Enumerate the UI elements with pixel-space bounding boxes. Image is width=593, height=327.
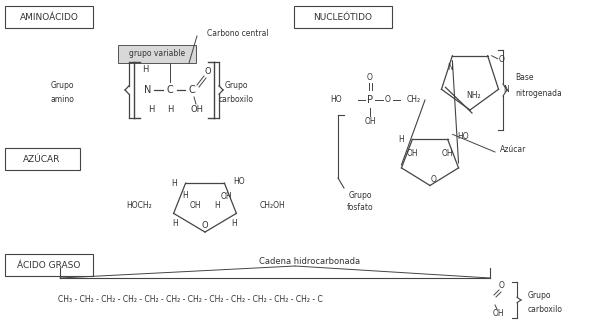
Text: O: O xyxy=(205,67,211,77)
Text: N: N xyxy=(144,85,152,95)
Text: C: C xyxy=(167,85,173,95)
Text: OH: OH xyxy=(190,106,203,114)
Text: Grupo: Grupo xyxy=(528,290,551,300)
Text: Cadena hidrocarbonada: Cadena hidrocarbonada xyxy=(260,257,361,267)
Text: NH₂: NH₂ xyxy=(467,92,482,100)
Text: OH: OH xyxy=(442,149,454,158)
Text: H: H xyxy=(231,219,237,228)
Text: N: N xyxy=(503,85,509,94)
Text: O: O xyxy=(499,55,505,64)
Text: HO: HO xyxy=(330,95,342,105)
Text: O: O xyxy=(367,74,373,82)
Text: carboxilo: carboxilo xyxy=(528,305,563,315)
Text: CH₂OH: CH₂OH xyxy=(259,201,285,210)
Text: HO: HO xyxy=(458,132,469,141)
Text: O: O xyxy=(431,175,437,184)
Text: Carbono central: Carbono central xyxy=(207,28,269,38)
Text: OH: OH xyxy=(364,117,376,127)
Text: H: H xyxy=(398,135,404,144)
Text: Grupo: Grupo xyxy=(224,80,248,90)
Text: O: O xyxy=(385,95,391,105)
Bar xyxy=(294,6,392,28)
Text: O: O xyxy=(499,282,505,290)
Text: N: N xyxy=(448,63,453,72)
Bar xyxy=(5,254,93,276)
Text: ÁCIDO GRASO: ÁCIDO GRASO xyxy=(17,261,81,269)
Text: H: H xyxy=(173,219,178,228)
Text: HO: HO xyxy=(234,177,245,186)
Text: fosfato: fosfato xyxy=(347,203,374,213)
Text: grupo variable: grupo variable xyxy=(129,49,185,59)
Text: H: H xyxy=(167,106,173,114)
Text: OH: OH xyxy=(492,309,504,318)
Text: Grupo: Grupo xyxy=(348,191,372,199)
Bar xyxy=(5,6,93,28)
Text: amino: amino xyxy=(50,95,74,105)
Text: HOCH₂: HOCH₂ xyxy=(126,201,152,210)
Text: OH: OH xyxy=(221,192,232,200)
Text: NUCLEÓTIDO: NUCLEÓTIDO xyxy=(314,12,372,22)
Text: H: H xyxy=(171,179,177,188)
Text: Azúcar: Azúcar xyxy=(500,146,527,154)
Text: H: H xyxy=(214,200,220,210)
Text: OH: OH xyxy=(407,149,418,158)
Text: Base: Base xyxy=(515,74,534,82)
Text: H: H xyxy=(142,65,148,75)
Text: Grupo: Grupo xyxy=(50,80,74,90)
Text: AZÚCAR: AZÚCAR xyxy=(23,154,60,164)
Text: carboxilo: carboxilo xyxy=(218,95,253,105)
Text: H: H xyxy=(148,106,154,114)
Text: CH₂: CH₂ xyxy=(407,95,421,105)
Bar xyxy=(5,148,80,170)
Text: P: P xyxy=(367,95,373,105)
Text: AMINOÁCIDO: AMINOÁCIDO xyxy=(20,12,78,22)
Text: nitrogenada: nitrogenada xyxy=(515,90,562,98)
Bar xyxy=(118,45,196,63)
Text: CH₃ - CH₂ - CH₂ - CH₂ - CH₂ - CH₂ - CH₂ - CH₂ - CH₂ - CH₂ - CH₂ - CH₂ - C: CH₃ - CH₂ - CH₂ - CH₂ - CH₂ - CH₂ - CH₂ … xyxy=(58,296,323,304)
Text: OH: OH xyxy=(189,200,201,210)
Text: H: H xyxy=(183,191,189,199)
Text: O: O xyxy=(202,220,208,230)
Text: C: C xyxy=(189,85,195,95)
